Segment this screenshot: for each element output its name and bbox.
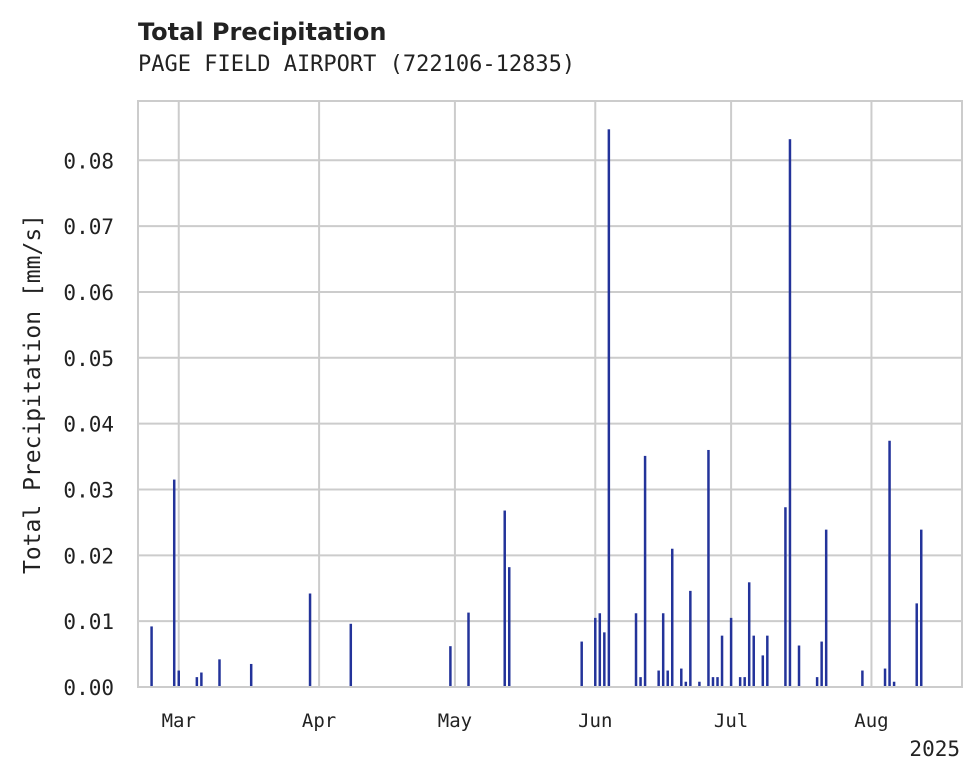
y-tick-label: 0.05: [63, 347, 114, 371]
precip-bar: [508, 567, 511, 687]
precip-bar: [720, 635, 724, 687]
y-tick-label: 0.01: [63, 610, 114, 634]
precip-bar: [784, 507, 787, 687]
chart-subtitle: PAGE FIELD AIRPORT (722106-12835): [138, 52, 576, 77]
x-tick-label: Jun: [578, 710, 612, 732]
y-tick-label: 0.03: [63, 478, 114, 502]
precip-bar: [761, 655, 765, 687]
y-tick-label: 0.06: [63, 281, 114, 305]
precip-bar: [195, 677, 199, 687]
precip-bar: [603, 632, 606, 687]
precip-bar: [766, 635, 769, 687]
precip-bar: [820, 641, 823, 687]
precip-bar: [349, 623, 353, 687]
y-tick-label: 0.02: [63, 544, 114, 568]
precip-bar: [888, 440, 891, 687]
precip-bar: [607, 129, 611, 687]
precip-bar: [738, 677, 742, 687]
precip-bar: [743, 677, 746, 687]
precip-bar: [815, 677, 819, 687]
precip-bar: [711, 677, 715, 687]
precip-bar: [883, 668, 887, 687]
precip-bar: [729, 617, 733, 687]
precip-bar: [892, 681, 896, 687]
precip-bar: [689, 590, 692, 687]
precip-bar: [680, 668, 683, 687]
precip-bar: [788, 139, 792, 687]
precip-bar: [684, 681, 688, 687]
precip-bar: [449, 646, 452, 687]
precip-bar: [861, 670, 864, 687]
y-tick-label: 0.08: [63, 149, 114, 173]
year-label: 2025: [909, 737, 960, 761]
precip-bar: [824, 529, 828, 687]
precip-bar: [634, 613, 638, 687]
precip-bar: [657, 670, 660, 687]
x-tick-label: Jul: [714, 710, 748, 732]
precip-bar: [915, 603, 918, 687]
precip-bar: [666, 670, 669, 687]
y-tick-label: 0.04: [63, 413, 114, 437]
plot-frame: [137, 100, 963, 688]
precip-bar: [639, 677, 642, 687]
precip-bar: [200, 672, 203, 687]
precip-bar: [594, 617, 597, 687]
x-tick-label: Aug: [854, 710, 888, 732]
y-tick-label: 0.00: [63, 676, 114, 700]
precip-bar: [467, 612, 470, 687]
precip-bar: [670, 548, 674, 687]
precip-bar: [797, 645, 801, 687]
chart-title: Total Precipitation: [138, 18, 387, 46]
precip-bar: [308, 593, 312, 687]
precip-bar: [643, 455, 647, 687]
precip-bar: [598, 613, 602, 687]
precip-bar: [218, 659, 221, 687]
precip-bar: [920, 529, 923, 687]
y-tick-label: 0.07: [63, 215, 114, 239]
x-tick-label: Mar: [162, 710, 196, 732]
precip-bar: [698, 681, 701, 687]
y-axis-label: Total Precipitation [mm/s]: [20, 214, 46, 574]
x-tick-label: Apr: [302, 710, 336, 732]
precip-bar: [249, 663, 253, 687]
precip-bar: [661, 613, 665, 687]
precip-bar: [707, 449, 710, 687]
precip-bar: [747, 582, 751, 687]
precip-bar: [150, 626, 153, 687]
precip-bar: [177, 670, 180, 687]
x-tick-label: May: [438, 710, 472, 732]
precip-bar: [752, 635, 755, 687]
precip-bar: [172, 479, 176, 687]
precip-bar: [716, 677, 719, 687]
precip-bar: [580, 641, 583, 687]
precip-bar: [503, 510, 506, 687]
